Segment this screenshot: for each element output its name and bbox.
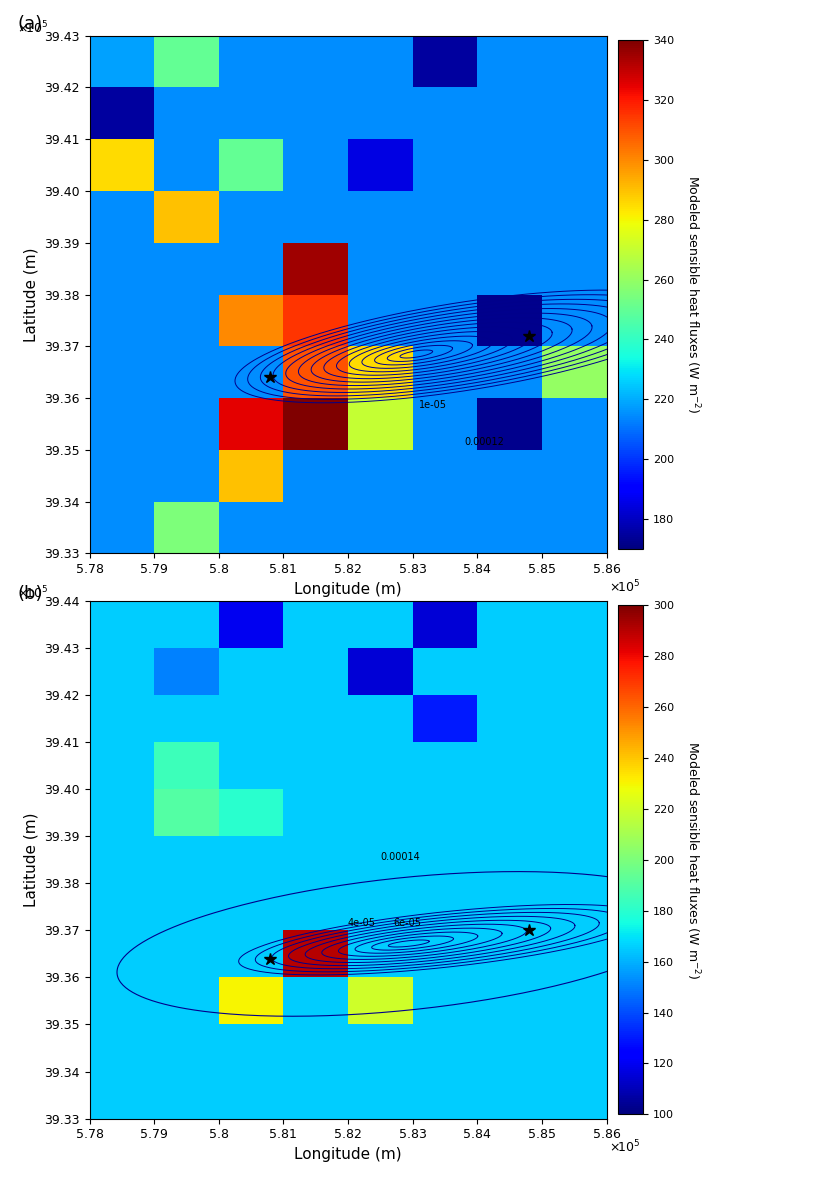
Y-axis label: Modeled sensible heat fluxes (W m$^{-2}$): Modeled sensible heat fluxes (W m$^{-2}$… [685, 740, 702, 979]
X-axis label: Longitude (m): Longitude (m) [294, 1147, 402, 1161]
X-axis label: Longitude (m): Longitude (m) [294, 582, 402, 596]
Text: $\times\!10^5$: $\times\!10^5$ [17, 19, 49, 36]
Text: 4e-05: 4e-05 [348, 917, 376, 928]
Text: $\times\!10^5$: $\times\!10^5$ [609, 578, 641, 595]
Text: $\times\!10^5$: $\times\!10^5$ [17, 584, 49, 601]
Text: 1e-05: 1e-05 [419, 400, 447, 411]
Text: 0.00012: 0.00012 [464, 437, 504, 446]
Y-axis label: Modeled sensible heat fluxes (W m$^{-2}$): Modeled sensible heat fluxes (W m$^{-2}$… [685, 175, 702, 414]
Text: (b): (b) [17, 585, 42, 603]
Y-axis label: Latitude (m): Latitude (m) [24, 248, 38, 342]
Text: 6e-05: 6e-05 [393, 917, 422, 928]
Text: 0.00014: 0.00014 [380, 852, 420, 862]
Text: $\times\!10^5$: $\times\!10^5$ [609, 1139, 641, 1155]
Y-axis label: Latitude (m): Latitude (m) [24, 813, 38, 907]
Text: (a): (a) [17, 15, 42, 33]
